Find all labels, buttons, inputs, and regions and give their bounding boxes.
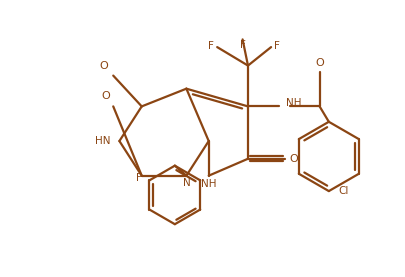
Text: N: N <box>183 178 190 188</box>
Text: F: F <box>208 40 214 51</box>
Text: Cl: Cl <box>338 186 348 196</box>
Text: F: F <box>274 40 280 51</box>
Text: NH: NH <box>201 179 216 189</box>
Text: O: O <box>290 154 298 164</box>
Text: HN: HN <box>95 136 110 146</box>
Text: O: O <box>315 58 324 68</box>
Text: O: O <box>100 61 109 71</box>
Text: F: F <box>136 173 142 183</box>
Text: O: O <box>101 91 110 101</box>
Text: F: F <box>240 40 245 50</box>
Text: NH: NH <box>286 98 302 108</box>
